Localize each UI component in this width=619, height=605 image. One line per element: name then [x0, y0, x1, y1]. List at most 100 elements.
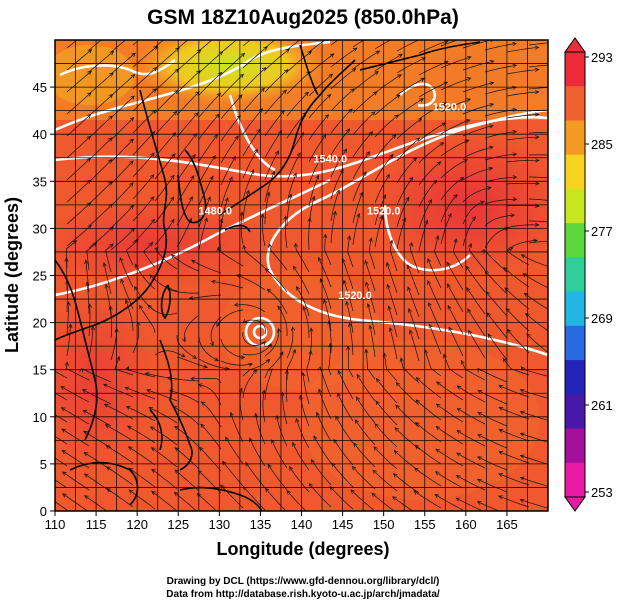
colorbar-swatch — [565, 154, 585, 190]
streamline-arrow — [171, 153, 176, 158]
streamline-arrow — [498, 407, 504, 411]
y-tick-label: 45 — [33, 80, 47, 95]
streamline — [506, 113, 539, 119]
streamline — [484, 214, 515, 227]
streamline — [460, 360, 486, 381]
streamline-arrow — [224, 197, 229, 202]
streamline — [526, 333, 548, 354]
streamline-arrow — [327, 320, 332, 326]
x-tick-label: 125 — [167, 517, 189, 532]
streamline-arrow — [534, 67, 540, 72]
streamline — [242, 319, 266, 335]
streamline-arrow — [393, 450, 399, 455]
streamline — [498, 451, 530, 464]
streamline — [286, 112, 307, 139]
streamline-arrow — [460, 359, 465, 365]
streamline — [66, 157, 91, 181]
streamline — [242, 46, 268, 69]
streamline — [416, 377, 442, 399]
streamline — [176, 356, 208, 368]
streamline — [264, 171, 275, 203]
streamline — [198, 134, 218, 162]
streamline — [487, 333, 508, 361]
streamline — [264, 328, 280, 357]
streamline — [106, 466, 134, 486]
streamline-arrow — [364, 259, 369, 265]
streamline-arrow — [191, 154, 196, 159]
streamline-arrow — [427, 258, 432, 263]
streamline — [410, 242, 420, 274]
streamline-arrow — [535, 181, 540, 186]
streamline-arrow — [534, 222, 540, 227]
streamline-arrow — [210, 279, 216, 284]
streamline — [337, 370, 354, 400]
streamline-arrow — [365, 281, 370, 287]
streamline — [435, 426, 464, 445]
streamline — [284, 216, 288, 249]
streamline — [154, 350, 186, 358]
streamline-arrow — [50, 356, 53, 360]
streamline-arrow — [399, 34, 403, 37]
y-tick-label: 30 — [33, 221, 47, 236]
streamline — [477, 389, 508, 405]
streamline-arrow — [266, 288, 272, 293]
streamline — [82, 409, 112, 427]
streamline-arrow — [351, 465, 357, 471]
streamline-arrow — [427, 280, 432, 285]
streamline — [424, 349, 442, 377]
streamline-arrow — [310, 459, 315, 464]
contour-labels: 1520.0 1540.0 1480.0 1520.0 1520.0 — [198, 102, 466, 302]
streamline — [88, 137, 113, 161]
streamline — [65, 362, 90, 381]
streamline — [374, 94, 401, 116]
streamline — [110, 182, 134, 207]
streamline-arrow — [102, 383, 108, 388]
streamline-arrow — [467, 308, 472, 314]
streamline — [262, 214, 266, 247]
streamline-arrow — [286, 490, 291, 495]
streamline-arrow — [309, 31, 313, 35]
streamline-arrow — [148, 407, 153, 411]
streamline-arrow — [534, 45, 540, 50]
streamline-arrow — [170, 174, 175, 180]
streamline — [373, 446, 398, 470]
streamline — [198, 93, 221, 118]
streamline-arrow — [292, 441, 296, 447]
colorbar-swatch — [565, 428, 585, 464]
streamline-arrow — [108, 115, 113, 120]
streamline — [220, 156, 236, 186]
streamline — [499, 429, 530, 442]
streamline — [171, 254, 200, 272]
streamline — [465, 266, 486, 293]
streamline-arrow — [345, 300, 350, 306]
streamline-arrow — [424, 219, 429, 225]
streamline — [176, 91, 200, 116]
streamline — [198, 155, 216, 184]
streamline — [506, 69, 539, 75]
streamline-arrow — [428, 323, 433, 329]
streamline-arrow — [375, 377, 381, 383]
streamline — [88, 159, 113, 183]
streamline-arrow — [343, 279, 347, 285]
streamline — [418, 161, 442, 186]
streamline-arrow — [271, 170, 275, 176]
streamline — [418, 220, 428, 252]
streamline-arrow — [307, 50, 313, 56]
streamline — [302, 306, 310, 338]
streamline — [395, 382, 420, 406]
streamline — [267, 288, 288, 315]
streamline — [484, 176, 517, 183]
streamline-arrow — [198, 446, 204, 452]
streamline-arrow — [394, 114, 399, 119]
streamline — [66, 179, 91, 203]
streamline-arrow — [198, 29, 202, 33]
streamline-arrow — [309, 327, 314, 333]
streamline-arrow — [326, 93, 332, 99]
streamline-arrow — [480, 200, 485, 205]
streamline-arrow — [301, 371, 306, 377]
streamline-arrow — [174, 469, 179, 474]
streamline — [342, 258, 354, 290]
streamline-arrow — [372, 469, 377, 474]
streamline — [267, 464, 288, 491]
streamline — [352, 50, 380, 70]
